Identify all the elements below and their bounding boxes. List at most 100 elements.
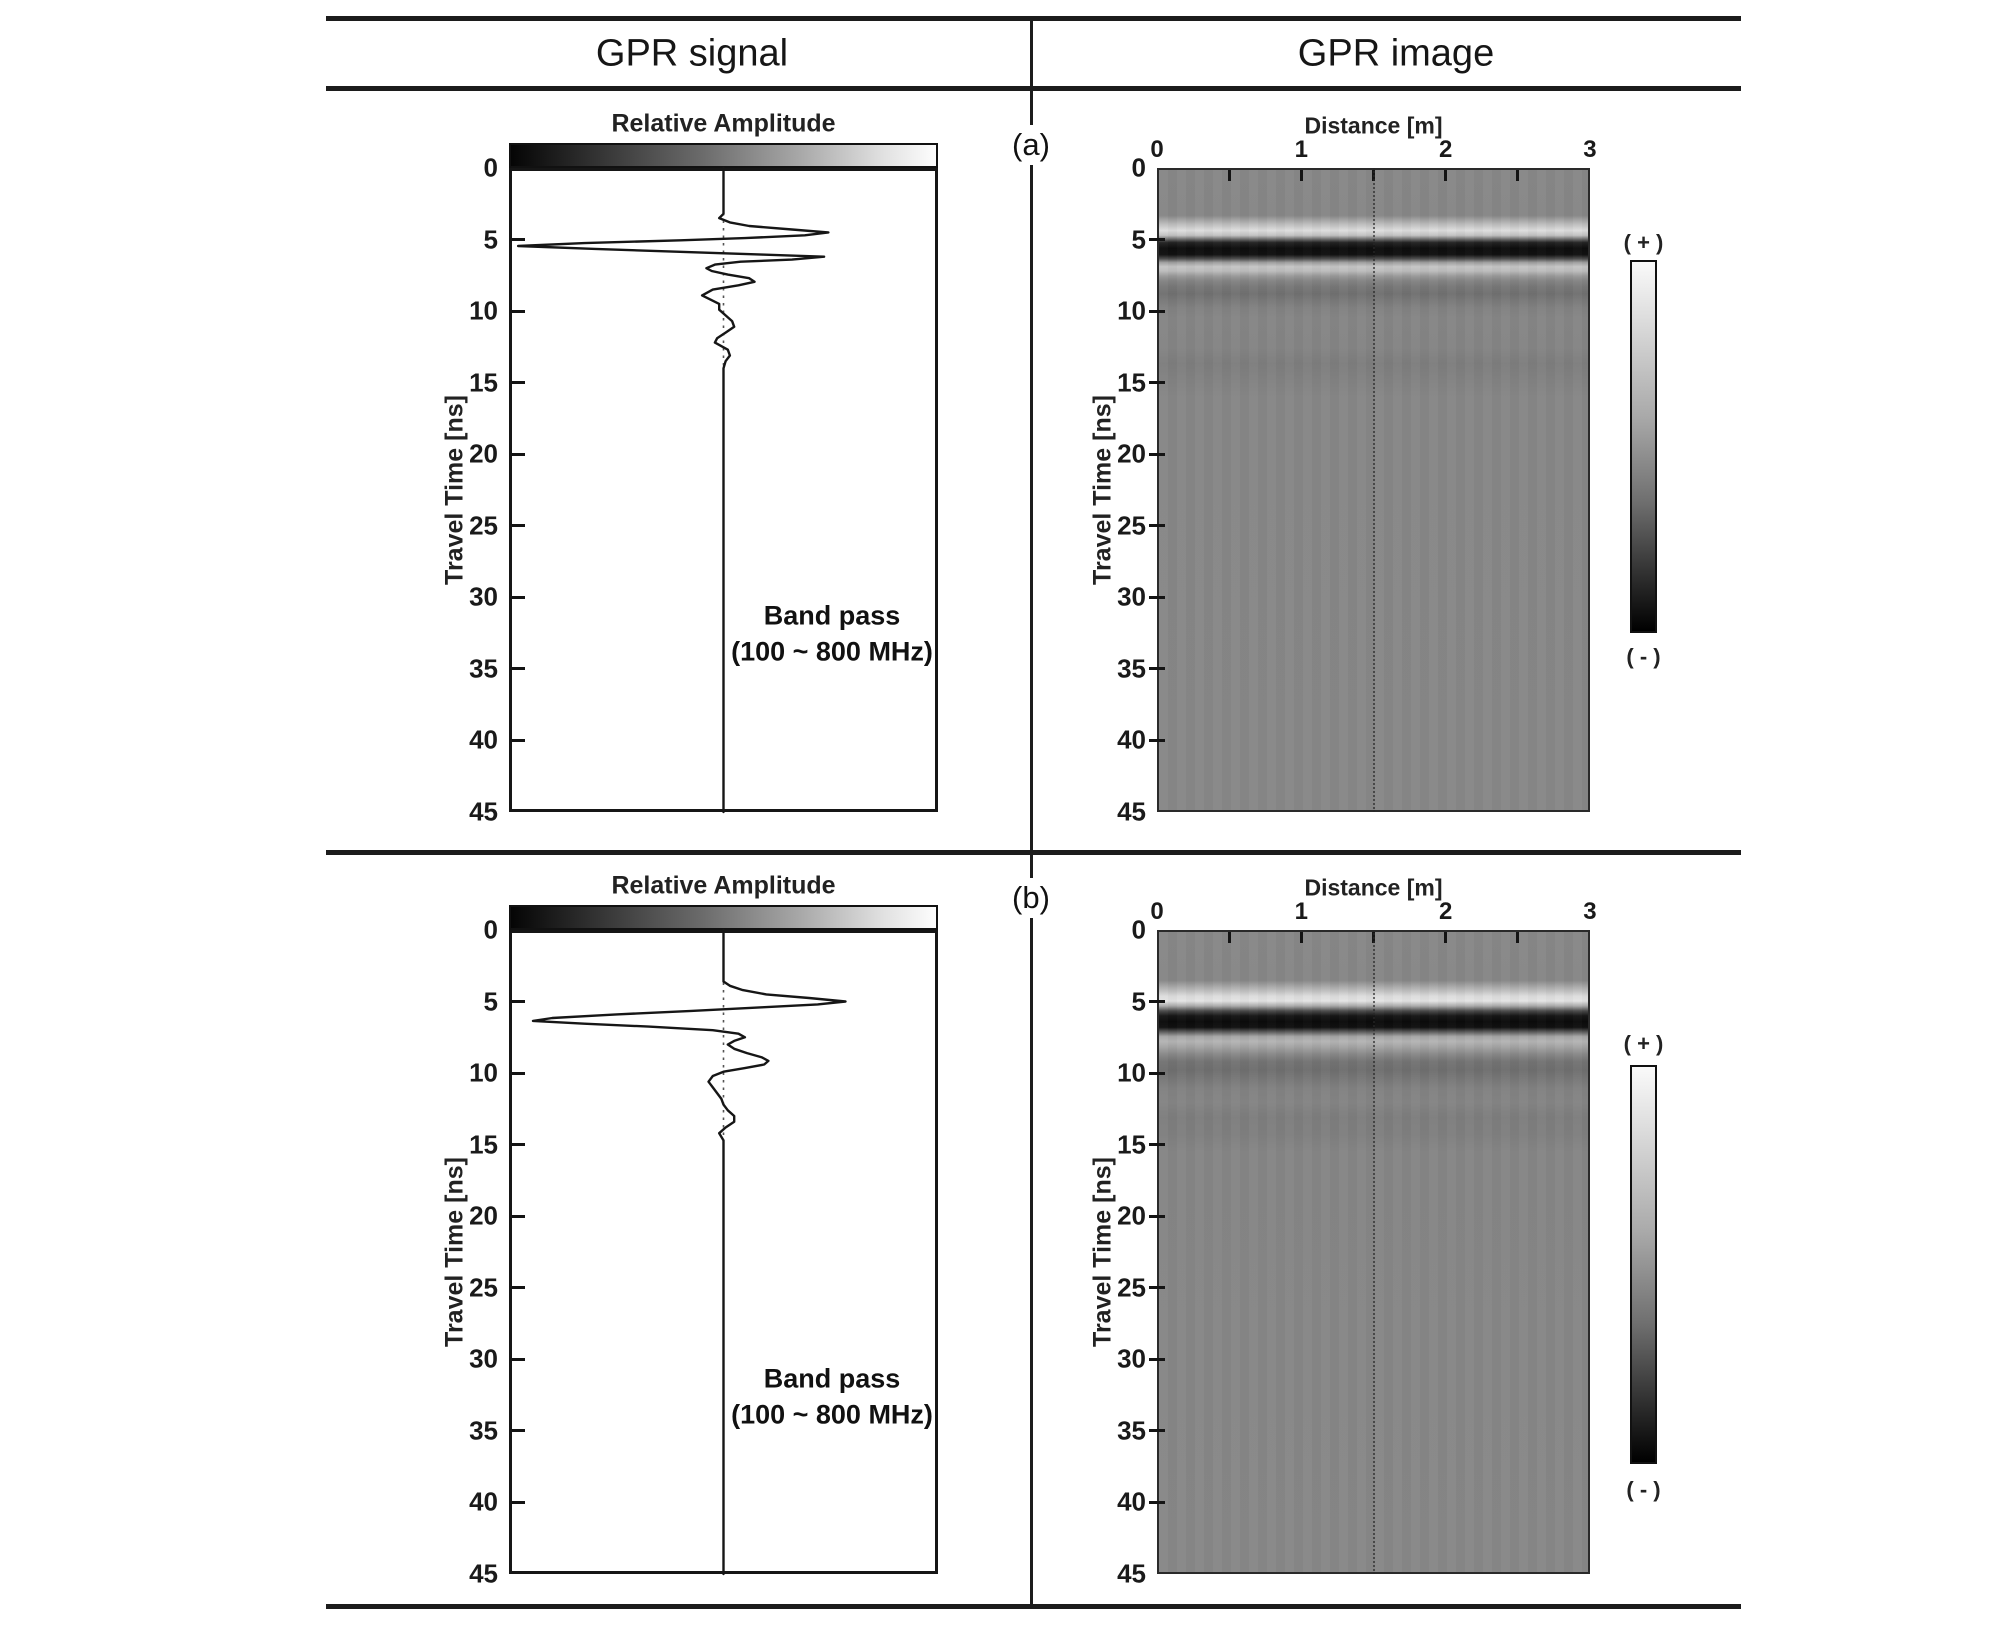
image-ytick-label: 10: [1117, 1057, 1146, 1088]
image-ytick-label: 25: [1117, 1272, 1146, 1303]
colorbar-plus-label: ( + ): [1623, 230, 1664, 255]
signal-ytick-mark: [512, 524, 525, 528]
table-rule-row-separator: [326, 850, 1741, 855]
image-xtick-mark: [1299, 170, 1303, 181]
image-ytick-label: 45: [1117, 796, 1146, 827]
signal-ytick-mark: [512, 1071, 525, 1075]
image-ytick-label: 5: [1131, 224, 1146, 255]
image-ytick-label: 15: [1117, 367, 1146, 398]
signal-ytick-label: 25: [469, 1272, 498, 1303]
panel-tag-a: (a): [1002, 125, 1060, 165]
image-ytick-mark: [1149, 309, 1165, 313]
wiggle-trace-path: [531, 928, 847, 1576]
image-xtick-mark: [1227, 170, 1231, 181]
image-xtick-label: 0: [1150, 136, 1164, 163]
signal-ytick-mark: [512, 738, 525, 742]
panel-tag-b: (b): [1002, 878, 1060, 918]
image-xtick-label: 1: [1294, 136, 1309, 163]
polarity-colorbar-vertical: [1630, 260, 1657, 633]
signal-ytick-mark: [512, 667, 525, 671]
image-xtick-label: 3: [1583, 898, 1597, 925]
image-ytick-label: 20: [1117, 438, 1146, 469]
signal-ytick-label: 35: [469, 653, 498, 684]
signal-ytick-label: 10: [469, 295, 498, 326]
wiggle-trace-path: [516, 166, 830, 814]
image-xtick-mark: [1516, 932, 1520, 943]
signal-ytick-mark: [512, 1357, 525, 1361]
image-ytick-mark: [1149, 1500, 1165, 1504]
image-ytick-mark: [1149, 1071, 1165, 1075]
table-rule-bottom: [326, 1604, 1741, 1609]
signal-ytick-mark: [512, 309, 525, 313]
image-ytick-label: 35: [1117, 653, 1146, 684]
image-ytick-label: 30: [1117, 581, 1146, 612]
image-ytick-mark: [1149, 595, 1165, 599]
image-xtick-label: 1: [1294, 898, 1309, 925]
signal-ytick-mark: [512, 1286, 525, 1290]
image-ytick-mark: [1149, 1429, 1165, 1433]
signal-ytick-mark: [512, 1000, 525, 1004]
signal-ytick-label: 20: [469, 438, 498, 469]
image-ytick-mark: [1149, 1214, 1165, 1218]
image-ytick-mark: [1149, 738, 1165, 742]
signal-ytick-label: 0: [483, 914, 498, 945]
image-xtick-label: 3: [1583, 136, 1597, 163]
image-ytick-mark: [1149, 524, 1165, 528]
column-divider-line: [1030, 16, 1033, 1609]
signal-plot-title: Relative Amplitude: [611, 109, 836, 138]
profile-location-marker: [1373, 930, 1376, 1574]
image-ytick-label: 0: [1131, 914, 1146, 945]
amplitude-colorbar-horizontal: [509, 905, 938, 930]
image-ytick-mark: [1149, 1000, 1165, 1004]
bandpass-annotation-line2: (100 ~ 800 MHz): [731, 636, 933, 667]
signal-ytick-mark: [512, 1143, 525, 1147]
table-rule-top: [326, 16, 1741, 21]
signal-yaxis-label: Travel Time [ns]: [440, 1157, 469, 1347]
wiggle-trace-svg: [531, 928, 847, 1576]
colorbar-minus-label: ( - ): [1626, 644, 1661, 669]
signal-ytick-label: 35: [469, 1415, 498, 1446]
signal-ytick-mark: [512, 452, 525, 456]
image-xtick-mark: [1516, 170, 1520, 181]
signal-ytick-mark: [512, 1214, 525, 1218]
signal-ytick-label: 0: [483, 152, 498, 183]
image-ytick-label: 35: [1117, 1415, 1146, 1446]
image-ytick-label: 45: [1117, 1558, 1146, 1589]
bandpass-annotation-line1: Band pass: [763, 600, 901, 631]
signal-ytick-label: 45: [469, 1558, 498, 1589]
table-rule-header-bottom: [326, 86, 1741, 91]
signal-ytick-mark: [512, 1500, 525, 1504]
signal-plot-title: Relative Amplitude: [611, 871, 836, 900]
amplitude-colorbar-horizontal: [509, 143, 938, 168]
signal-ytick-label: 45: [469, 796, 498, 827]
profile-location-marker: [1373, 168, 1376, 812]
signal-ytick-label: 25: [469, 510, 498, 541]
image-ytick-mark: [1149, 452, 1165, 456]
column-header-gpr-signal: GPR signal: [595, 32, 789, 75]
image-xtick-mark: [1299, 932, 1303, 943]
signal-ytick-mark: [512, 381, 525, 385]
signal-ytick-label: 5: [483, 224, 498, 255]
image-xtick-mark: [1227, 932, 1231, 943]
image-xtick-label: 0: [1150, 898, 1164, 925]
polarity-colorbar-vertical: [1630, 1065, 1657, 1464]
image-yaxis-label: Travel Time [ns]: [1088, 1157, 1117, 1347]
signal-ytick-label: 15: [469, 367, 498, 398]
signal-ytick-label: 40: [469, 1486, 498, 1517]
signal-yaxis-label: Travel Time [ns]: [440, 395, 469, 585]
bandpass-annotation-line2: (100 ~ 800 MHz): [731, 1399, 933, 1430]
image-xaxis-label: Distance [m]: [1304, 112, 1443, 139]
image-ytick-mark: [1149, 238, 1165, 242]
image-ytick-label: 10: [1117, 295, 1146, 326]
signal-ytick-mark: [512, 1429, 525, 1433]
signal-ytick-label: 20: [469, 1200, 498, 1231]
colorbar-plus-label: ( + ): [1623, 1031, 1664, 1056]
image-ytick-mark: [1149, 1143, 1165, 1147]
signal-ytick-label: 5: [483, 986, 498, 1017]
image-ytick-label: 40: [1117, 1486, 1146, 1517]
image-ytick-mark: [1149, 667, 1165, 671]
image-xtick-label: 2: [1438, 136, 1453, 163]
image-ytick-label: 5: [1131, 986, 1146, 1017]
image-ytick-label: 0: [1131, 152, 1146, 183]
